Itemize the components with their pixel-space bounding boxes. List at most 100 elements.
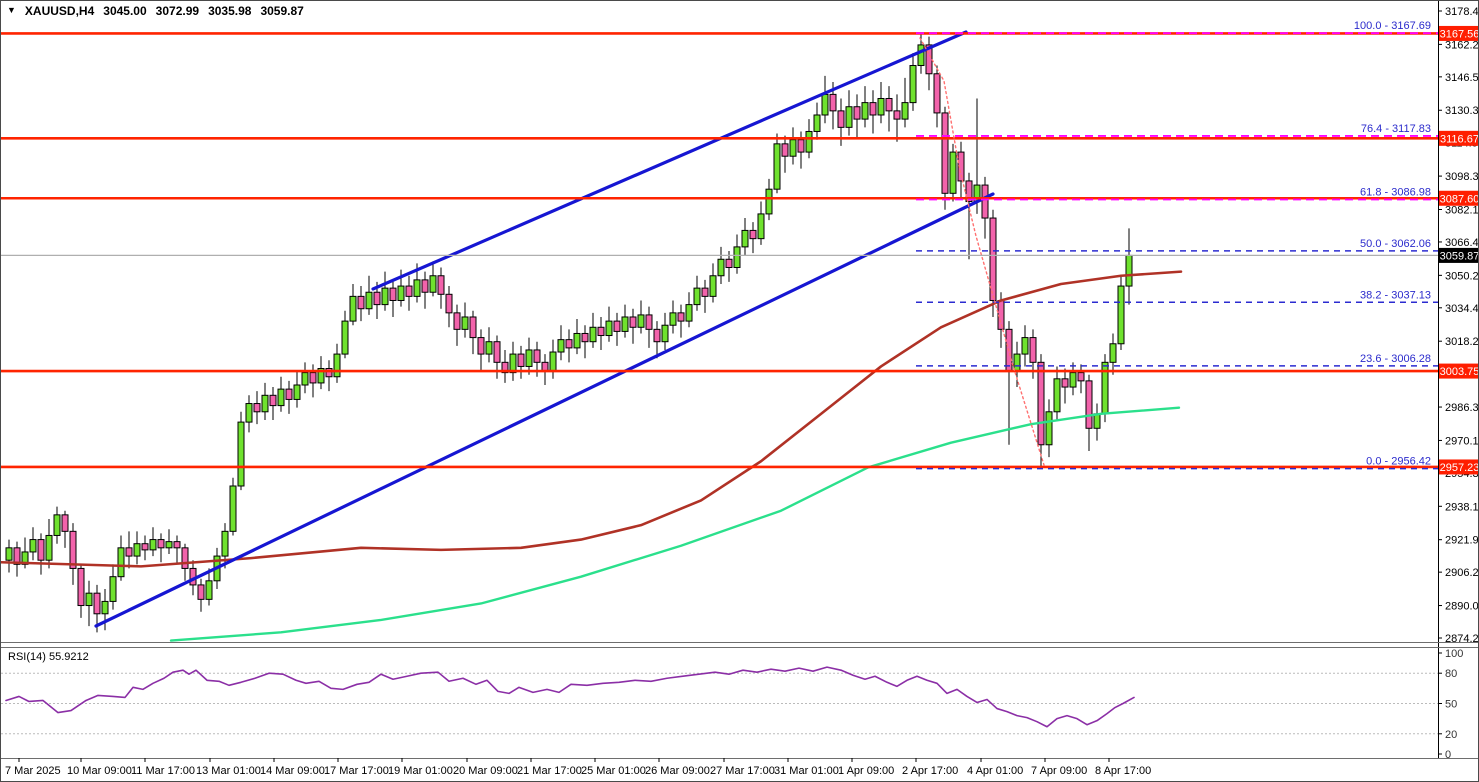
time-axis-label: 21 Mar 17:00 [517,765,582,777]
candle-body-bull [341,320,349,355]
candle-body-bear [181,547,189,569]
ohlc-high: 3072.99 [155,4,200,18]
price-axis-label: 2874.25 [1445,633,1479,645]
candle-body-bear [677,312,685,322]
candle-body-bull [205,580,213,600]
candle-body-bear [829,93,837,112]
time-axis-label: 31 Mar 01:00 [774,765,839,777]
moving-average-fast [1,270,1183,568]
price-axis-label: 3034.45 [1445,303,1479,315]
candle-body-bear [285,388,293,400]
candle-body-bull [277,388,285,407]
candle-body-bull [917,44,925,67]
time-axis-label: 7 Mar 2025 [5,765,61,777]
price-axis[interactable]: 3178.453162.253146.503130.303114.553098.… [1438,1,1479,758]
candle-body-bull [861,102,869,120]
candle-body-bear [749,229,757,240]
price-badge-label: 3167.56 [1440,28,1479,40]
candle-body-bull [1053,378,1061,413]
candle-body-bull [317,368,325,384]
candle-body-bear [269,394,277,407]
candle-body-bull [821,93,829,116]
candle-body-bull [397,285,405,301]
time-axis-label: 8 Apr 17:00 [1095,765,1151,777]
candle-body-bull [909,65,917,104]
candle-body-bear [421,279,429,293]
price-axis-label: 3018.25 [1445,336,1479,348]
candle-body-bear [989,217,997,301]
dotted-decline-line [919,37,1045,466]
main-pane[interactable]: 100.0 - 3167.69 76.4 - 3117.83 61.8 - 3086… [1,20,1438,642]
ohlc-open: 3045.00 [103,4,147,18]
candle-body-bear [893,110,901,120]
time-axis[interactable]: 7 Mar 2025 10 Mar 09:00 11 Mar 17:00 13 Mar… [5,758,1151,777]
candle-body-bull [237,421,245,487]
fibonacci-level-label: 38.2 - 3037.13 [1360,289,1431,301]
candle-body-bull [45,534,53,561]
time-axis-label: 19 Mar 01:00 [388,765,453,777]
candle-body-bear [725,258,733,269]
candle-body-bear [701,287,709,297]
candle-body-bull [1021,337,1029,355]
price-axis-label: 3050.20 [1445,270,1479,282]
candle-body-bear [1085,380,1093,429]
candle-body-bull [1125,254,1133,287]
candle-body-bull [573,332,581,349]
price-badge-label: 3116.67 [1440,133,1479,145]
candle-body-bear [1029,337,1037,363]
trend-channel-line-2[interactable] [94,192,995,628]
candle-body-bear [533,349,541,363]
candle-body-bull [333,353,341,378]
candle-body-bear [653,328,661,343]
candle-body-bear [157,539,165,549]
candle-body-bull [85,592,93,607]
candle-body-bear [853,106,861,120]
candle-body-bull [165,541,173,549]
candle-body-bear [869,102,877,116]
candle-body-bear [405,285,413,297]
price-axis-label: 2986.30 [1445,402,1479,414]
candle-body-bull [29,539,37,553]
price-badge [1439,247,1478,263]
candle-body-bull [805,130,813,153]
candle-body-bull [685,304,693,322]
candle-body-bear [325,368,333,378]
candle-body-bear [69,530,77,569]
price-badge-label: 2957.23 [1440,462,1479,474]
candle-body-bear [493,341,501,363]
candle-body-bull [133,543,141,557]
candle-body-bull [589,326,597,343]
time-axis-label: 14 Mar 09:00 [260,765,325,777]
candle-body-bear [13,547,21,565]
candle-body-bull [813,114,821,132]
candle-body-bull [637,314,645,328]
price-badge-label: 3087.60 [1440,193,1479,205]
fibonacci-level-label: 50.0 - 3062.06 [1360,238,1431,250]
candle-body-bull [1069,372,1077,388]
time-axis-label: 4 Apr 01:00 [967,765,1023,777]
price-axis-label: 2938.15 [1445,501,1479,513]
candle-body-bear [581,332,589,343]
candle-body-bear [445,293,453,314]
candle-body-bear [389,287,397,301]
trend-channel-line-1[interactable] [371,30,968,291]
candle-body-bull [661,324,669,343]
candle-body-bear [885,97,893,112]
rsi-pane[interactable]: 100 80 50 20 0 [1,648,1463,761]
candle-body-bull [709,275,717,297]
price-axis-label: 3130.30 [1445,105,1479,117]
candle-body-bear [965,180,973,203]
candle-body-bull [117,547,125,578]
candle-body-bull [1109,343,1117,363]
candle-body-bull [245,403,253,423]
candle-body-bull [765,188,773,215]
candle-body-bull [229,485,237,532]
candle-body-bear [173,541,181,549]
candle-body-bull [845,106,853,128]
chart-header: ▼ XAUUSD,H4 3045.00 3072.99 3035.98 3059… [7,4,304,18]
rsi-axis-label: 80 [1445,668,1457,680]
candle-body-bull [717,258,725,277]
candle-body-bull [1117,285,1125,345]
fibonacci-level-label: 100.0 - 3167.69 [1354,20,1431,32]
